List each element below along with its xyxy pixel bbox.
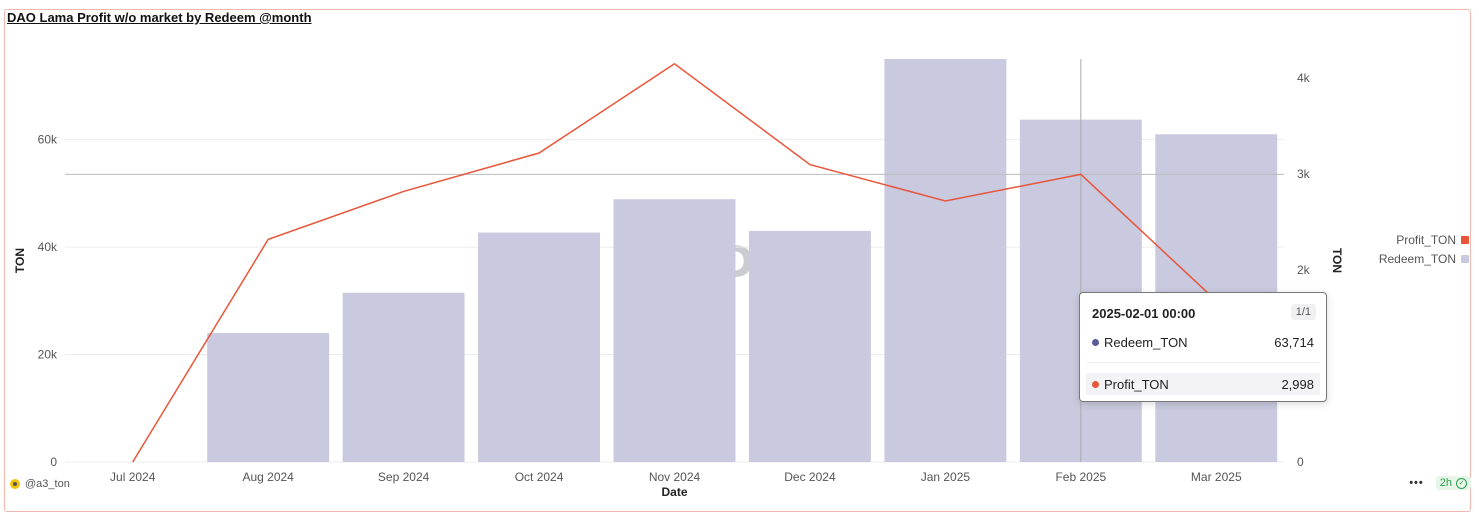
y-tick-label: 20k <box>38 348 58 362</box>
bar-redeem <box>207 333 330 462</box>
check-circle-icon: ✓ <box>1456 477 1467 489</box>
tooltip-series-name: Profit_TON <box>1104 376 1169 392</box>
y-axis-title: TON <box>13 248 27 273</box>
bar-redeem <box>613 199 736 462</box>
owner-avatar-icon <box>10 479 20 489</box>
refresh-age: 2h <box>1439 477 1452 489</box>
y2-tick-label: 2k <box>1297 263 1311 277</box>
tooltip-series-value: 63,714 <box>1274 334 1314 350</box>
chart-tooltip: 2025-02-01 00:00 1/1 Redeem_TON 63,714 P… <box>1079 292 1327 402</box>
bar-redeem <box>478 232 601 462</box>
tooltip-page-indicator: 1/1 <box>1290 304 1316 320</box>
y-tick-label: 40k <box>38 240 58 254</box>
legend-swatch <box>1461 254 1469 263</box>
x-tick-label: Oct 2024 <box>515 470 564 484</box>
y-tick-label: 60k <box>38 133 58 147</box>
x-tick-label: Dec 2024 <box>784 470 836 484</box>
owner-credit[interactable]: @a3_ton <box>10 478 70 490</box>
tooltip-row-profit: Profit_TON 2,998 <box>1086 373 1320 395</box>
legend-swatch <box>1461 235 1469 244</box>
x-tick-label: Aug 2024 <box>242 470 294 484</box>
line-profit <box>132 62 1217 463</box>
x-tick-label: Nov 2024 <box>649 470 701 484</box>
x-tick-label: Sep 2024 <box>378 470 430 484</box>
legend-item-redeem[interactable]: Redeem_TON <box>1379 249 1469 268</box>
tooltip-date: 2025-02-01 00:00 <box>1092 306 1196 321</box>
chart-title[interactable]: DAO Lama Profit w/o market by Redeem @mo… <box>7 10 312 25</box>
owner-handle: @a3_ton <box>25 478 70 490</box>
tooltip-row-redeem: Redeem_TON 63,714 <box>1086 331 1320 353</box>
y2-tick-label: 4k <box>1297 71 1311 85</box>
series-dot-icon <box>1092 338 1099 346</box>
x-axis-title: Date <box>661 485 687 499</box>
refresh-age-badge[interactable]: 2h ✓ <box>1435 476 1471 490</box>
x-tick-label: Feb 2025 <box>1055 470 1106 484</box>
legend-label: Redeem_TON <box>1378 251 1456 266</box>
bar-redeem <box>884 59 1007 462</box>
tooltip-series-value: 2,998 <box>1281 376 1314 392</box>
legend-label: Profit_TON <box>1396 232 1456 247</box>
x-tick-label: Jan 2025 <box>921 470 971 484</box>
legend-item-profit[interactable]: Profit_TON <box>1379 230 1469 249</box>
bar-redeem <box>748 230 871 462</box>
tooltip-divider <box>1086 362 1320 363</box>
tooltip-series-name: Redeem_TON <box>1104 334 1188 350</box>
x-tick-label: Jul 2024 <box>110 470 156 484</box>
series-dot-icon <box>1092 380 1099 388</box>
y2-axis-title: TON <box>1330 248 1344 273</box>
legend: Profit_TON Redeem_TON <box>1379 230 1469 268</box>
y2-tick-label: 3k <box>1297 167 1311 181</box>
y-tick-label: 0 <box>50 455 57 469</box>
bar-redeem <box>342 292 465 462</box>
chart-footer-actions: ••• 2h ✓ <box>1409 476 1471 490</box>
y2-tick-label: 0 <box>1297 455 1304 469</box>
x-tick-label: Mar 2025 <box>1191 470 1242 484</box>
more-options-icon[interactable]: ••• <box>1409 477 1424 489</box>
